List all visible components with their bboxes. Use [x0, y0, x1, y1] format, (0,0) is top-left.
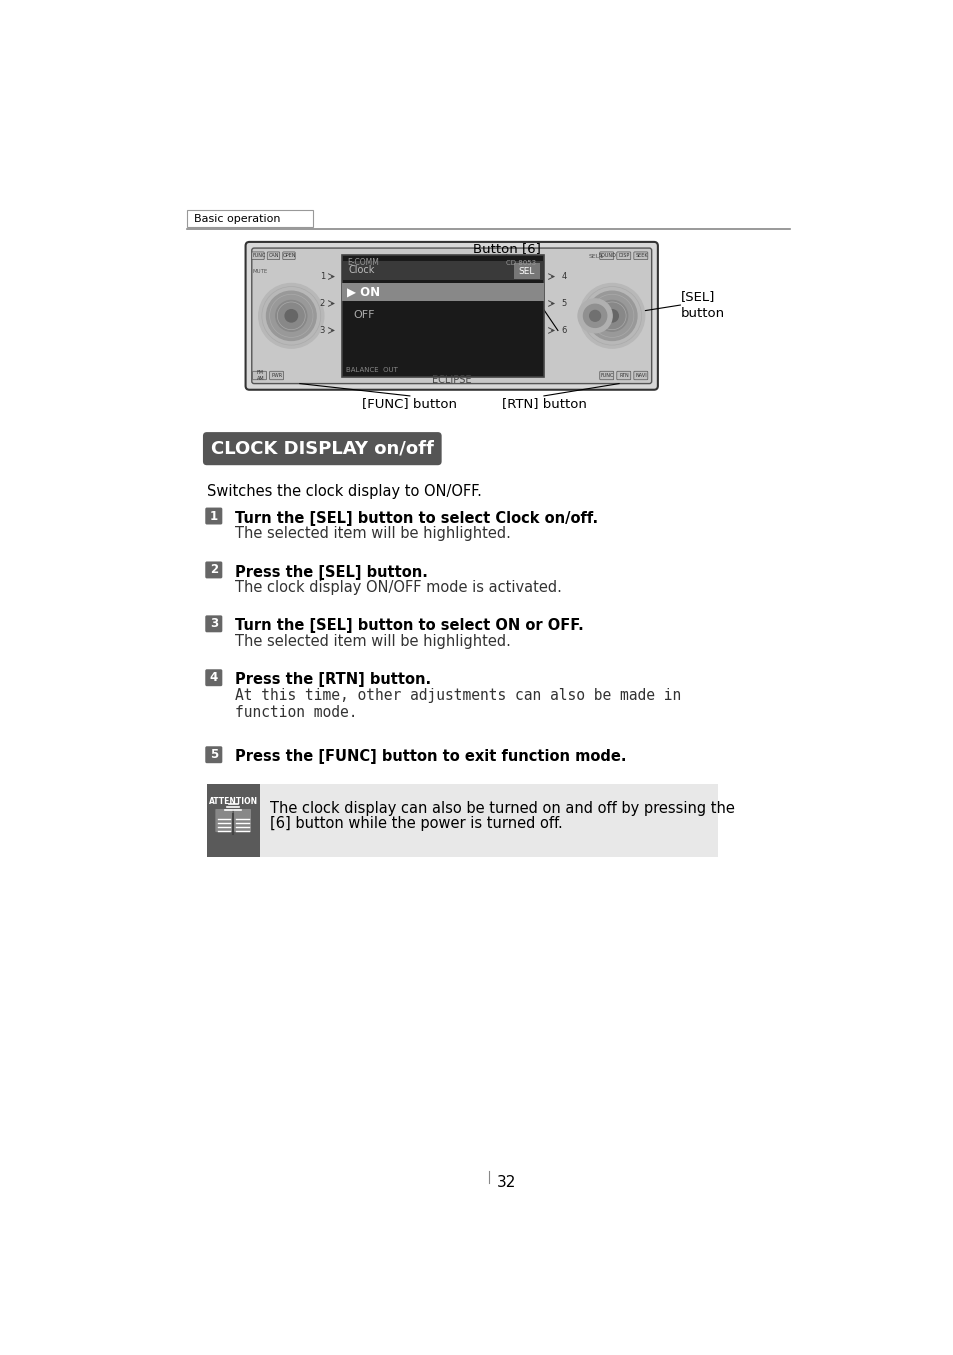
Text: RTN: RTN [619, 373, 629, 378]
FancyBboxPatch shape [252, 248, 651, 383]
Circle shape [579, 283, 644, 348]
Text: 1: 1 [319, 272, 325, 280]
FancyBboxPatch shape [207, 785, 718, 858]
FancyBboxPatch shape [617, 371, 630, 379]
Text: SEEK: SEEK [635, 253, 647, 259]
Circle shape [596, 301, 627, 331]
Text: E-COMM: E-COMM [347, 259, 378, 267]
Circle shape [589, 310, 599, 321]
FancyBboxPatch shape [633, 252, 647, 260]
Text: Press the [SEL] button.: Press the [SEL] button. [235, 565, 428, 580]
Text: OFF: OFF [353, 310, 375, 320]
FancyBboxPatch shape [205, 615, 222, 633]
Circle shape [285, 310, 297, 322]
Text: PWR: PWR [272, 373, 283, 378]
Text: DISP: DISP [618, 253, 630, 259]
FancyBboxPatch shape [252, 252, 264, 260]
Text: Press the [FUNC] button to exit function mode.: Press the [FUNC] button to exit function… [235, 749, 626, 764]
FancyBboxPatch shape [253, 371, 266, 379]
Text: NAVI: NAVI [635, 373, 647, 378]
FancyBboxPatch shape [599, 371, 613, 379]
Text: The selected item will be highlighted.: The selected item will be highlighted. [235, 634, 511, 649]
Text: Basic operation: Basic operation [193, 214, 280, 224]
Text: CLOCK DISPLAY on/off: CLOCK DISPLAY on/off [211, 439, 434, 458]
Text: Turn the [SEL] button to select Clock on/off.: Turn the [SEL] button to select Clock on… [235, 511, 598, 526]
Text: At this time, other adjustments can also be made in
function mode.: At this time, other adjustments can also… [235, 688, 681, 720]
FancyBboxPatch shape [187, 210, 313, 228]
Text: CAN: CAN [269, 253, 279, 259]
Text: 32: 32 [497, 1175, 516, 1190]
FancyBboxPatch shape [245, 243, 658, 390]
Text: 3: 3 [210, 618, 217, 630]
Text: 1: 1 [210, 509, 217, 523]
FancyBboxPatch shape [205, 747, 222, 763]
FancyBboxPatch shape [513, 263, 539, 279]
Text: [RTN] button: [RTN] button [501, 397, 586, 411]
Text: 6: 6 [560, 327, 566, 335]
Text: ▶ ON: ▶ ON [347, 286, 380, 298]
FancyBboxPatch shape [270, 371, 283, 379]
FancyBboxPatch shape [599, 252, 613, 260]
FancyBboxPatch shape [203, 432, 441, 465]
FancyBboxPatch shape [633, 371, 647, 379]
Text: [6] button while the power is turned off.: [6] button while the power is turned off… [270, 816, 562, 832]
Text: The selected item will be highlighted.: The selected item will be highlighted. [235, 526, 511, 541]
Text: SOUND: SOUND [598, 253, 616, 259]
FancyBboxPatch shape [205, 561, 222, 579]
FancyBboxPatch shape [215, 809, 233, 832]
Text: Clock: Clock [348, 266, 375, 275]
Text: [SEL]
button: [SEL] button [680, 290, 724, 320]
Text: Button [6]: Button [6] [473, 243, 540, 255]
FancyBboxPatch shape [342, 283, 543, 301]
FancyBboxPatch shape [342, 255, 543, 377]
FancyBboxPatch shape [267, 252, 279, 260]
Text: OPEN: OPEN [283, 253, 296, 259]
Text: The clock display ON/OFF mode is activated.: The clock display ON/OFF mode is activat… [235, 580, 561, 595]
Text: [FUNC] button: [FUNC] button [362, 397, 456, 411]
FancyBboxPatch shape [282, 252, 294, 260]
Text: 4: 4 [561, 272, 566, 280]
Text: ECLIPSE: ECLIPSE [432, 375, 471, 385]
FancyBboxPatch shape [342, 262, 543, 279]
Circle shape [275, 301, 307, 331]
Text: FM
AM: FM AM [256, 370, 264, 381]
Circle shape [258, 283, 323, 348]
Text: BALANCE  OUT: BALANCE OUT [345, 367, 397, 374]
Text: SEL↓: SEL↓ [588, 253, 604, 259]
FancyBboxPatch shape [205, 508, 222, 524]
Text: The clock display can also be turned on and off by pressing the: The clock display can also be turned on … [270, 801, 735, 816]
Text: FUNC: FUNC [252, 253, 265, 259]
Text: 2: 2 [319, 299, 325, 308]
Text: Turn the [SEL] button to select ON or OFF.: Turn the [SEL] button to select ON or OF… [235, 618, 583, 633]
Text: ATTENTION: ATTENTION [209, 797, 257, 806]
Circle shape [266, 291, 315, 340]
Circle shape [578, 299, 612, 333]
Text: CD 8053: CD 8053 [505, 260, 536, 266]
FancyBboxPatch shape [233, 809, 251, 832]
Text: MUTE: MUTE [253, 270, 268, 275]
Text: 3: 3 [319, 327, 325, 335]
Text: FUNC: FUNC [600, 373, 614, 378]
Text: 4: 4 [210, 671, 217, 684]
FancyBboxPatch shape [205, 669, 222, 686]
Text: 5: 5 [210, 748, 217, 762]
FancyBboxPatch shape [617, 252, 630, 260]
Text: SEL: SEL [518, 267, 535, 275]
Circle shape [583, 305, 606, 328]
Text: 2: 2 [210, 564, 217, 576]
Circle shape [587, 291, 637, 340]
Text: 5: 5 [561, 299, 566, 308]
FancyBboxPatch shape [207, 785, 259, 858]
Text: Switches the clock display to ON/OFF.: Switches the clock display to ON/OFF. [207, 485, 481, 500]
Circle shape [605, 310, 618, 322]
Text: Press the [RTN] button.: Press the [RTN] button. [235, 672, 431, 687]
